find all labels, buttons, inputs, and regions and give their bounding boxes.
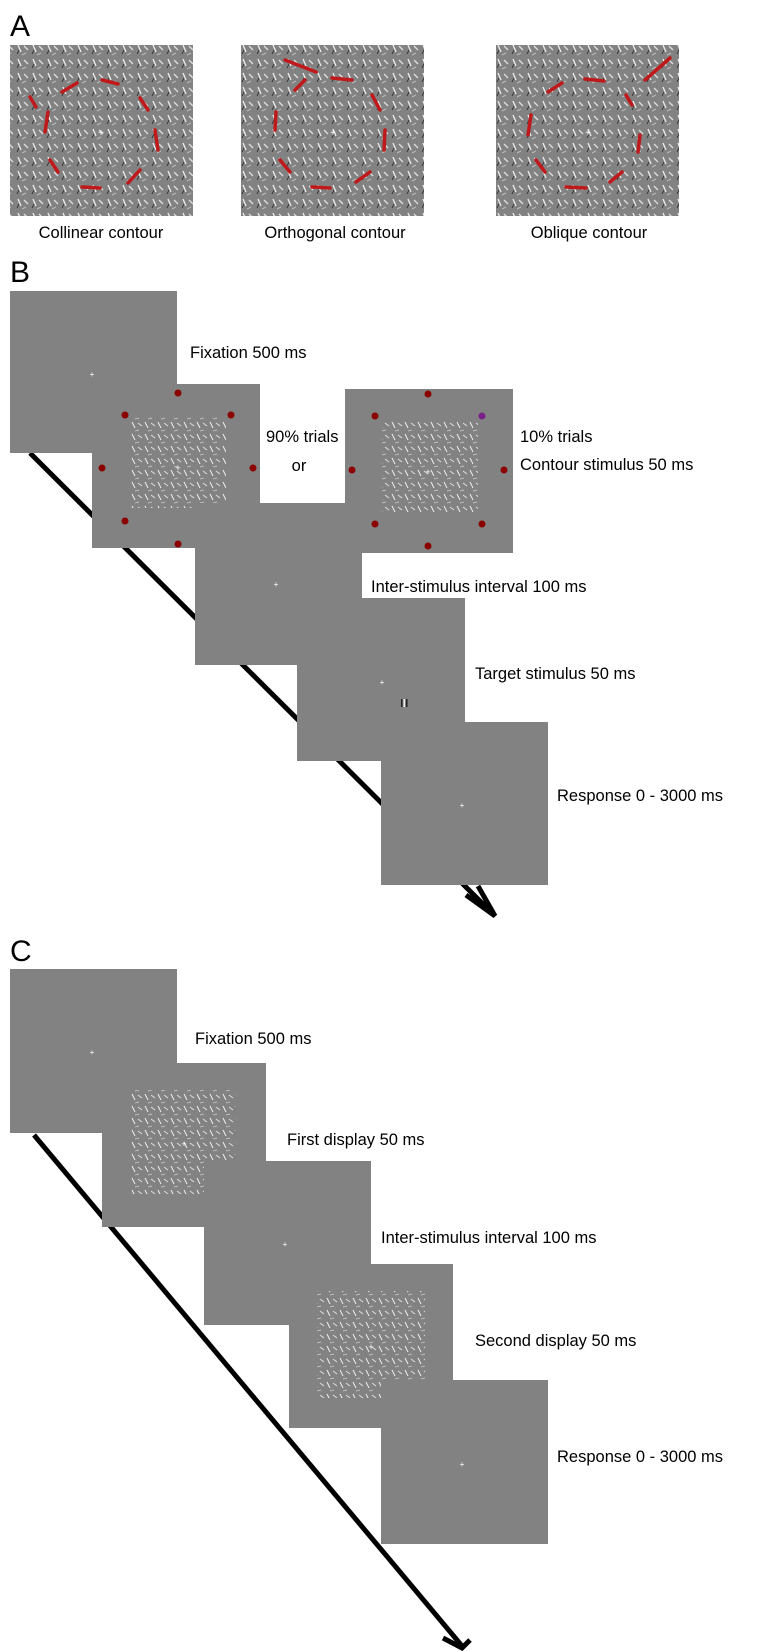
svg-text:+: + [330,128,336,139]
first-display-screen: + [102,1063,266,1227]
panel-b-letter: B [10,256,30,289]
label-first-display: First display 50 ms [287,1131,425,1149]
svg-text:+: + [90,370,95,379]
oblique-stimulus: + [496,45,679,216]
caption-orthogonal: Orthogonal contour [264,224,406,242]
contour-screen-10: + [345,389,513,553]
label-target: Target stimulus 50 ms [475,665,635,683]
svg-text:+: + [585,128,591,139]
svg-text:+: + [98,128,104,139]
orthogonal-stimulus: + [241,45,424,216]
label-contour: Contour stimulus 50 ms [520,456,693,474]
label-response: Response 0 - 3000 ms [557,1448,723,1466]
contour-marker [526,56,672,190]
caption-collinear: Collinear contour [39,224,164,242]
collinear-stimulus: + [10,45,193,216]
contour-marker [273,58,387,190]
label-90-trials: 90% trials [266,428,338,446]
peripheral-dots [348,390,508,550]
label-isi: Inter-stimulus interval 100 ms [381,1229,597,1247]
label-or: or [292,457,307,475]
peripheral-dots [98,389,257,548]
contour-marker [28,78,160,190]
svg-text:+: + [90,1048,95,1057]
svg-text:+: + [274,580,279,589]
response-screen: + [381,1380,548,1544]
label-response: Response 0 - 3000 ms [557,787,723,805]
label-isi: Inter-stimulus interval 100 ms [371,578,587,596]
odd-dot [478,412,486,420]
label-fixation: Fixation 500 ms [195,1030,311,1048]
panel-c-letter: C [10,935,32,968]
label-fixation: Fixation 500 ms [190,344,306,362]
svg-text:+: + [368,1342,373,1352]
svg-text:+: + [425,467,430,477]
label-10-trials: 10% trials [520,428,592,446]
svg-text:+: + [380,678,385,687]
caption-oblique: Oblique contour [531,224,648,242]
svg-text:+: + [460,1460,465,1469]
svg-text:+: + [460,801,465,810]
svg-text:+: + [283,1240,288,1249]
svg-text:+: + [181,1139,186,1149]
svg-text:+: + [175,463,180,473]
panel-a-letter: A [10,10,30,43]
contour-screen-90: + [92,384,260,548]
target-grating [401,699,408,707]
response-screen: + [381,722,548,885]
second-display-screen: + [289,1264,453,1428]
label-second-display: Second display 50 ms [475,1332,636,1350]
